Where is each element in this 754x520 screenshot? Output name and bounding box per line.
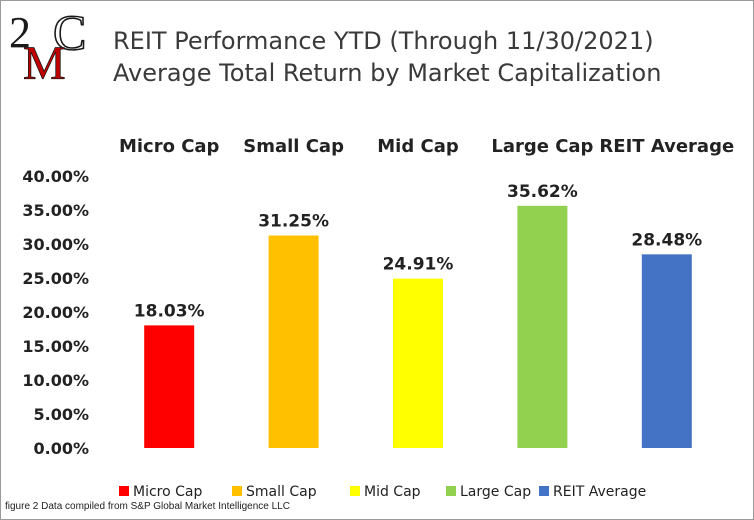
legend-swatch bbox=[446, 486, 456, 496]
legend-item: Mid Cap bbox=[350, 484, 421, 500]
value-labels: 18.03% 31.25% 24.91% 35.62% 28.48% bbox=[134, 182, 702, 322]
legend-label: Large Cap bbox=[460, 484, 531, 500]
y-tick-label: 25.00% bbox=[22, 269, 89, 288]
legend-swatch bbox=[232, 486, 242, 496]
bar bbox=[517, 205, 568, 448]
svg-text:C: C bbox=[53, 9, 86, 60]
y-tick-label: 30.00% bbox=[22, 235, 89, 254]
category-label: Mid Cap bbox=[377, 136, 459, 157]
legend: Micro Cap Small Cap Mid Cap Large Cap REIT A… bbox=[119, 484, 646, 500]
legend-label: REIT Average bbox=[553, 484, 646, 500]
bar-chart: Micro Cap Small Cap Mid Cap Large Cap REIT A… bbox=[22, 136, 734, 500]
y-tick-label: 40.00% bbox=[22, 167, 89, 186]
legend-label: Mid Cap bbox=[364, 484, 421, 500]
legend-item: Large Cap bbox=[446, 484, 531, 500]
y-tick-label: 35.00% bbox=[22, 201, 89, 220]
y-tick-label: 5.00% bbox=[33, 405, 89, 424]
legend-item: REIT Average bbox=[539, 484, 646, 500]
y-tick-label: 10.00% bbox=[22, 371, 89, 390]
bar bbox=[268, 235, 319, 448]
legend-item: Micro Cap bbox=[119, 484, 202, 500]
bar bbox=[641, 254, 692, 448]
bars bbox=[144, 205, 692, 448]
legend-swatch bbox=[350, 486, 360, 496]
chart-title: REIT Performance YTD (Through 11/30/2021… bbox=[113, 27, 654, 55]
category-label: Large Cap bbox=[491, 136, 593, 157]
legend-label: Micro Cap bbox=[133, 484, 202, 500]
category-label: Small Cap bbox=[243, 136, 344, 157]
data-label: 18.03% bbox=[134, 301, 205, 321]
legend-swatch bbox=[539, 486, 549, 496]
category-label: REIT Average bbox=[599, 136, 734, 157]
2mc-logo: 2 C M bbox=[9, 9, 87, 83]
legend-label: Small Cap bbox=[246, 484, 317, 500]
bar bbox=[393, 278, 443, 448]
data-label: 35.62% bbox=[507, 182, 578, 202]
data-label: 28.48% bbox=[631, 230, 702, 250]
bar bbox=[144, 325, 195, 448]
y-axis: 0.00% 5.00% 10.00% 15.00% 20.00% 25.00% 30.00%… bbox=[22, 167, 89, 458]
svg-text:2: 2 bbox=[9, 9, 31, 57]
y-tick-label: 0.00% bbox=[33, 439, 89, 458]
category-label: Micro Cap bbox=[119, 136, 220, 157]
y-tick-label: 15.00% bbox=[22, 337, 89, 356]
legend-item: Small Cap bbox=[232, 484, 317, 500]
category-labels: Micro Cap Small Cap Mid Cap Large Cap REIT A… bbox=[119, 136, 734, 157]
data-label: 31.25% bbox=[258, 212, 329, 232]
source-footnote: figure 2 Data compiled from S&P Global M… bbox=[5, 501, 290, 512]
y-tick-label: 20.00% bbox=[22, 303, 89, 322]
data-label: 24.91% bbox=[383, 255, 454, 275]
legend-swatch bbox=[119, 486, 129, 496]
svg-text:M: M bbox=[23, 37, 66, 83]
chart-subtitle: Average Total Return by Market Capitaliz… bbox=[113, 59, 662, 87]
